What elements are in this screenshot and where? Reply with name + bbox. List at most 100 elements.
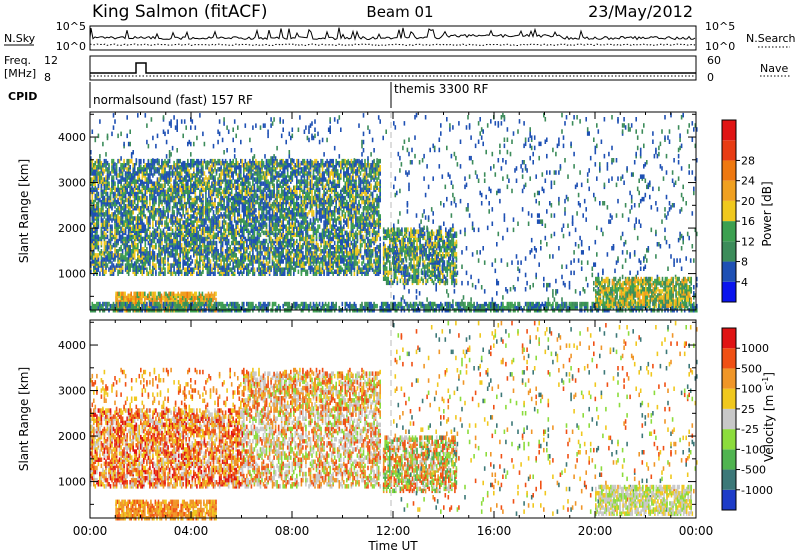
power-data-pixel [291, 160, 294, 166]
power-data-pixel [212, 210, 215, 215]
power-data-pixel [94, 181, 97, 186]
power-data-pixel [90, 165, 92, 170]
power-data-pixel [324, 244, 327, 250]
power-data-pixel [129, 206, 131, 211]
noise-panel: N.Sky 10^5 10^0 10^5 10^0 N.Search [4, 20, 796, 53]
power-data-pixel [311, 212, 313, 217]
power-data-pixel [185, 218, 187, 223]
power-data-pixel [293, 242, 295, 248]
power-data-pixel [249, 230, 251, 236]
power-data-pixel [108, 214, 110, 219]
power-data-pixel [291, 199, 294, 205]
power-data-pixel [206, 216, 209, 221]
power-data-pixel [280, 244, 283, 250]
power-data-pixel [177, 208, 180, 213]
power-data-pixel [212, 234, 215, 240]
power-data-pixel [223, 212, 225, 217]
power-data-pixel [238, 163, 241, 168]
power-data-pixel [309, 203, 312, 209]
power-data-pixel [321, 193, 324, 199]
power-data-pixel [250, 171, 253, 176]
power-data-pixel [147, 234, 150, 240]
power-data-pixel [233, 183, 236, 188]
power-data-pixel [91, 210, 94, 215]
power-data-pixel [180, 189, 183, 195]
power-data-pixel [276, 224, 278, 229]
power-data-pixel [241, 191, 244, 197]
power-data-pixel [277, 255, 280, 260]
power-data-pixel [202, 249, 204, 254]
power-data-pixel [256, 236, 259, 242]
power-data-pixel [117, 238, 119, 244]
power-data-pixel [132, 193, 134, 199]
power-data-pixel [244, 247, 247, 252]
power-data-pixel [162, 271, 165, 276]
power-data-pixel [294, 189, 297, 195]
power-data-pixel [323, 193, 325, 199]
power-data-pixel [280, 267, 283, 272]
power-data-pixel [296, 261, 298, 266]
power-data-pixel [140, 206, 142, 211]
power-data-pixel [211, 167, 213, 172]
power-data-pixel [290, 201, 292, 207]
power-data-pixel [159, 165, 162, 170]
power-data-pixel [243, 163, 245, 168]
power-data-pixel [217, 208, 219, 213]
power-data-pixel [155, 234, 157, 240]
power-data-pixel [288, 267, 291, 272]
power-data-pixel [240, 234, 242, 240]
power-data-pixel [140, 189, 142, 195]
power-data-pixel [330, 210, 333, 215]
power-data-pixel [296, 249, 298, 254]
power-data-pixel [315, 158, 318, 164]
power-data-pixel [159, 228, 162, 233]
power-data-pixel [238, 228, 241, 233]
power-data-pixel [149, 199, 151, 205]
power-data-pixel [277, 240, 280, 246]
power-data-pixel [130, 210, 133, 215]
power-data-pixel [143, 181, 145, 186]
power-data-pixel [238, 183, 241, 188]
power-data-pixel [162, 195, 165, 201]
power-data-pixel [305, 179, 307, 184]
power-data-pixel [270, 240, 272, 246]
power-data-pixel [176, 259, 178, 264]
power-data-pixel [283, 179, 286, 184]
power-data-pixel [243, 249, 245, 254]
power-data-pixel [159, 177, 162, 182]
power-data-pixel [258, 263, 260, 268]
power-data-pixel [124, 163, 127, 168]
power-data-pixel [321, 158, 324, 164]
power-data-pixel [208, 199, 210, 205]
power-data-pixel [164, 169, 166, 174]
power-data-pixel [294, 249, 297, 254]
power-data-pixel [102, 230, 104, 236]
power-data-pixel [100, 263, 103, 268]
power-data-pixel [302, 179, 304, 184]
power-data-pixel [238, 173, 241, 178]
power-data-pixel [93, 171, 95, 176]
power-data-pixel [211, 163, 213, 168]
power-data-pixel [323, 220, 325, 225]
power-data-pixel [308, 257, 310, 262]
power-data-pixel [102, 257, 104, 262]
power-data-pixel [323, 269, 325, 274]
power-data-pixel [120, 163, 122, 168]
power-data-pixel [179, 238, 181, 244]
power-data-pixel [326, 271, 328, 276]
power-data-pixel [93, 206, 95, 211]
power-data-pixel [237, 247, 239, 252]
power-data-pixel [247, 269, 250, 274]
power-data-pixel [326, 171, 328, 176]
power-data-pixel [152, 230, 154, 236]
power-data-pixel [268, 222, 271, 227]
power-data-pixel [108, 195, 110, 201]
power-data-pixel [196, 220, 198, 225]
power-data-pixel [143, 267, 145, 272]
power-data-pixel [312, 210, 315, 215]
power-data-pixel [299, 179, 301, 184]
power-data-pixel [165, 171, 168, 176]
power-data-pixel [259, 214, 262, 219]
power-data-pixel [121, 220, 124, 225]
power-data-pixel [129, 263, 131, 268]
